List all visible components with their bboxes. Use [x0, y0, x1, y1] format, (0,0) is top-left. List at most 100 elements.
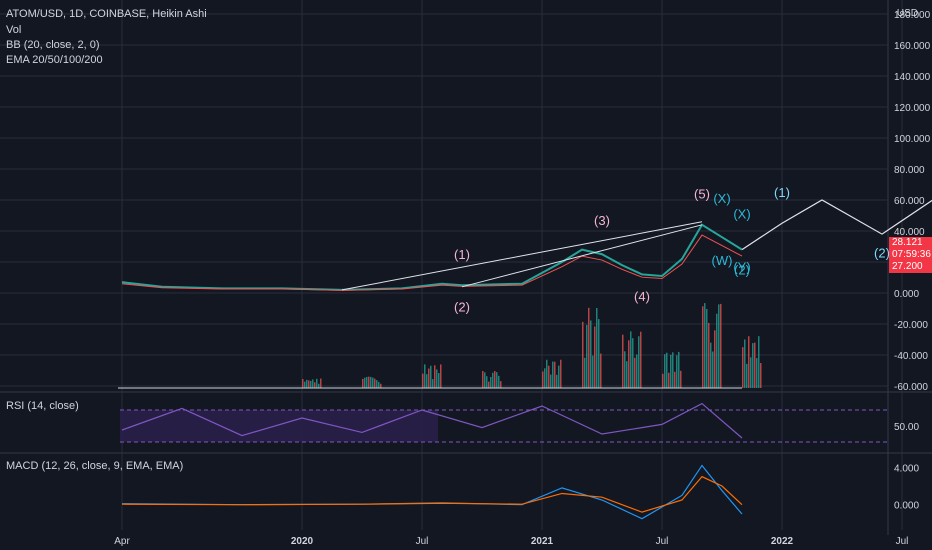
volume-bar — [550, 374, 552, 388]
price-tick-label: 180.000 — [894, 10, 931, 21]
wave-label: (4) — [634, 289, 650, 304]
wave-label: (3) — [594, 213, 610, 228]
volume-bar — [320, 378, 322, 388]
volume-bar — [712, 351, 714, 388]
volume-bar — [378, 381, 380, 388]
volume-bar — [434, 365, 436, 388]
volume-bar — [304, 381, 306, 388]
volume-bar — [628, 340, 630, 388]
macd-lines — [121, 464, 743, 520]
wave-label: (Y) — [733, 259, 750, 274]
volume-bar — [636, 354, 638, 388]
vol-legend[interactable]: Vol — [6, 24, 22, 36]
volume-bar — [742, 347, 744, 388]
volume-bar — [662, 373, 664, 388]
volume-bar — [600, 353, 602, 388]
volume-bar — [316, 378, 318, 388]
wave-projection — [741, 199, 932, 251]
ema-line — [121, 234, 743, 291]
volume-bar — [702, 306, 704, 388]
volume-bar — [374, 378, 376, 388]
price-axis-unit: USD — [896, 8, 918, 19]
volume-bar — [594, 326, 596, 388]
rsi-band-fill — [120, 410, 438, 442]
wave-label: (W) — [712, 253, 733, 268]
axis-labels: 180.000 160.000 140.000 120.000 100.000 80.00… — [114, 10, 931, 547]
volume-bar — [558, 365, 560, 388]
time-tick-label: Jul — [896, 536, 909, 547]
grid-layer — [0, 0, 932, 535]
volume-bar — [754, 342, 756, 388]
volume-bar — [590, 320, 592, 388]
volume-bar — [666, 352, 668, 388]
volume-bar — [704, 303, 706, 388]
volume-bar — [596, 307, 598, 388]
volume-bar — [664, 354, 666, 388]
price-line — [121, 223, 743, 291]
volume-bar — [640, 331, 642, 388]
volume-bar — [720, 303, 722, 388]
volume-bar — [752, 343, 754, 388]
time-tick-label: Jul — [416, 536, 429, 547]
last-price-tag: 28.121 07:59:36 — [889, 237, 932, 262]
secondary-price-tag: 27.200 — [889, 260, 932, 273]
volume-bar — [492, 372, 494, 388]
volume-bar — [436, 369, 438, 388]
volume-bar — [500, 381, 502, 388]
price-tick-label: 120.000 — [894, 103, 931, 114]
volume-bar — [678, 351, 680, 388]
volume-bar — [706, 308, 708, 388]
volume-bar — [308, 380, 310, 388]
time-tick-label: 2022 — [771, 536, 794, 547]
volume-bar — [312, 379, 314, 388]
volume-bar — [714, 330, 716, 388]
trend-line — [461, 224, 703, 288]
price-tick-label: 80.000 — [894, 165, 925, 176]
macd-legend[interactable]: MACD (12, 26, close, 9, EMA, EMA) — [6, 460, 184, 472]
price-tick-label: 140.000 — [894, 72, 931, 83]
macd-tick-label: 4.000 — [894, 463, 919, 474]
volume-bar — [370, 376, 372, 388]
wave-label: (2) — [454, 300, 470, 315]
volume-bar — [488, 381, 490, 388]
symbol-title[interactable]: ATOM/USD, 1D, COINBASE, Heikin Ashi — [6, 8, 207, 20]
wave-label: (2) — [874, 245, 890, 260]
volume-bar — [428, 368, 430, 388]
ema-legend[interactable]: EMA 20/50/100/200 — [6, 54, 103, 66]
volume-bar — [366, 376, 368, 388]
rsi-legend[interactable]: RSI (14, close) — [6, 400, 79, 412]
volume-bar — [314, 382, 316, 388]
volume-bar — [318, 383, 320, 388]
volume-bar — [438, 373, 440, 388]
volume-bar — [496, 372, 498, 388]
bar-countdown: 07:59:36 — [892, 249, 931, 261]
macd-tick-label: 0.000 — [894, 501, 919, 512]
volume-bar — [622, 334, 624, 388]
bb-legend[interactable]: BB (20, close, 2, 0) — [6, 39, 100, 51]
volume-bar — [632, 338, 634, 388]
volume-bar — [672, 352, 674, 388]
volume-bar — [598, 319, 600, 388]
volume-bar — [426, 374, 428, 388]
volume-bar — [554, 361, 556, 388]
wave-label: (5) — [694, 186, 710, 201]
volume-bar — [368, 376, 370, 388]
volume-bar — [498, 375, 500, 388]
price-tick-label: -60.000 — [894, 382, 928, 393]
wave-projection-line — [741, 199, 932, 251]
time-tick-label: Jul — [656, 536, 669, 547]
volume-bar — [486, 376, 488, 388]
volume-bar — [424, 364, 426, 388]
volume-bar — [748, 336, 750, 388]
volume-bar — [376, 380, 378, 388]
volume-bar — [552, 361, 554, 388]
volume-bar — [544, 368, 546, 388]
volume-bar — [638, 336, 640, 388]
volume-bar — [548, 365, 550, 388]
rsi-line — [121, 402, 743, 439]
volume-bar — [380, 383, 382, 388]
trend-line — [341, 221, 703, 291]
volume-bar — [310, 380, 312, 388]
price-tick-label: 160.000 — [894, 41, 931, 52]
